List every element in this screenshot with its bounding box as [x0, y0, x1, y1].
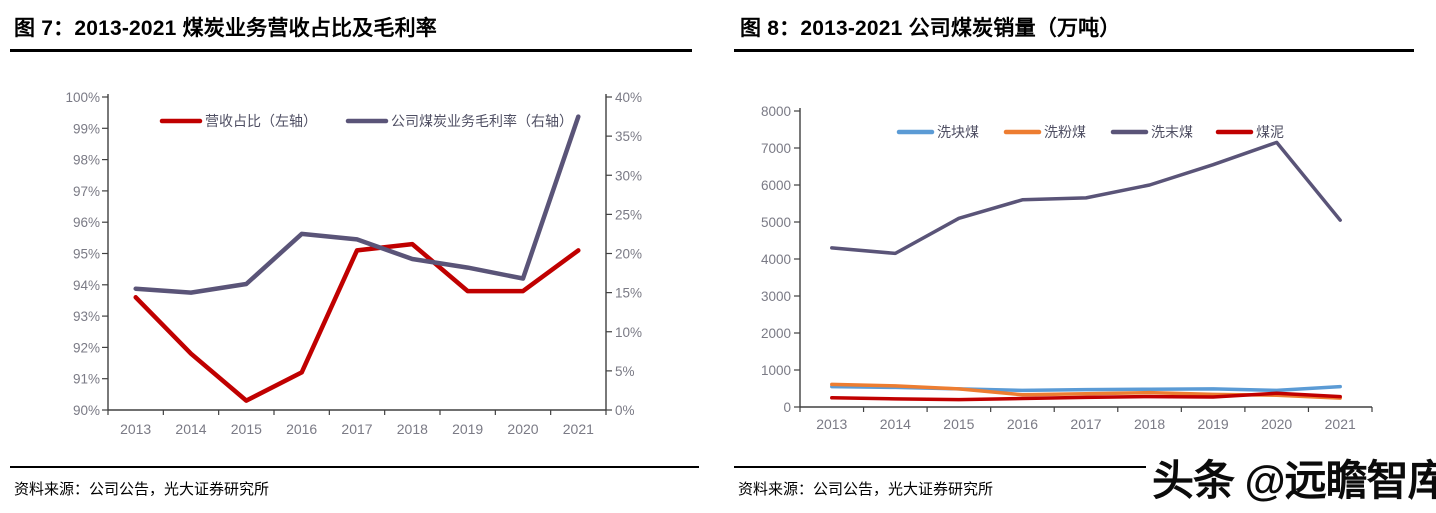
x-tick-label: 2019	[1198, 416, 1229, 432]
x-tick-label: 2020	[507, 421, 538, 437]
x-tick-label: 2018	[1134, 416, 1165, 432]
y2-tick-label: 20%	[615, 247, 642, 262]
figure7-source-rule	[10, 466, 699, 468]
series-line-coal-slime	[830, 391, 1342, 402]
x-tick-label: 2021	[1325, 416, 1356, 432]
y2-tick-label: 0%	[615, 403, 635, 418]
figure8-source: 资料来源：公司公告，光大证券研究所	[738, 481, 994, 498]
y-tick-label: 1000	[761, 363, 791, 378]
series-line-washed-slack-coal	[830, 140, 1342, 256]
y2-tick-label: 25%	[615, 207, 642, 222]
y-tick-label: 92%	[73, 340, 100, 355]
y-tick-label: 93%	[73, 309, 100, 324]
y-tick-label: 94%	[73, 278, 100, 293]
x-tick-label: 2018	[397, 421, 428, 437]
y-tick-label: 100%	[65, 90, 100, 105]
y-tick-label: 8000	[761, 104, 791, 119]
x-tick-label: 2017	[1070, 416, 1101, 432]
x-tick-label: 2014	[880, 416, 911, 432]
legend-label-coal-gross-margin: 公司煤炭业务毛利率（右轴）	[391, 113, 573, 129]
y2-tick-label: 5%	[615, 364, 635, 379]
y2-tick-label: 35%	[615, 129, 642, 144]
y-tick-label: 2000	[761, 326, 791, 341]
figure8-title-underline	[734, 49, 1414, 52]
x-tick-label: 2014	[175, 421, 206, 437]
y-tick-label: 95%	[73, 247, 100, 262]
y-tick-label: 99%	[73, 121, 100, 136]
y-tick-label: 3000	[761, 289, 791, 304]
legend-label-revenue-share: 营收占比（左轴）	[205, 113, 317, 129]
series-line-coal-gross-margin	[133, 114, 581, 295]
x-tick-label: 2015	[943, 416, 974, 432]
y2-tick-label: 15%	[615, 286, 642, 301]
y-tick-label: 4000	[761, 252, 791, 267]
figure7-title-underline	[10, 49, 692, 52]
y-tick-label: 96%	[73, 215, 100, 230]
x-tick-label: 2019	[452, 421, 483, 437]
x-tick-label: 2021	[563, 421, 594, 437]
figure7-source: 资料来源：公司公告，光大证券研究所	[14, 481, 270, 498]
y-tick-label: 98%	[73, 153, 100, 168]
x-tick-label: 2015	[231, 421, 262, 437]
toutiao-watermark: 头条 @远瞻智库	[1152, 457, 1436, 504]
x-tick-label: 2020	[1261, 416, 1292, 432]
legend-label-washed-fine-coal: 洗粉煤	[1044, 124, 1086, 140]
legend-label-washed-slack-coal: 洗末煤	[1151, 124, 1193, 140]
x-tick-label: 2016	[286, 421, 317, 437]
figure7-title: 图 7：2013-2021 煤炭业务营收占比及毛利率	[14, 17, 437, 40]
legend-label-washed-lump-coal: 洗块煤	[937, 124, 979, 140]
y-tick-label: 97%	[73, 184, 100, 199]
y-tick-label: 91%	[73, 372, 100, 387]
y-tick-label: 5000	[761, 215, 791, 230]
fig8-chart: 8000 7000 6000 5000 4000 3000 2000 1000 0 2013 201…	[761, 104, 1373, 432]
fig7-chart: 100% 99% 98% 97% 96% 95% 94% 93% 92% 91% 90% 40% 35%…	[65, 90, 642, 437]
y-tick-label: 0	[783, 400, 791, 415]
y-tick-label: 6000	[761, 178, 791, 193]
y2-tick-label: 40%	[615, 90, 642, 105]
x-tick-label: 2017	[341, 421, 372, 437]
figure8-source-rule	[734, 466, 1146, 468]
y-tick-label: 90%	[73, 403, 100, 418]
y2-tick-label: 10%	[615, 325, 642, 340]
x-tick-label: 2016	[1007, 416, 1038, 432]
legend-label-coal-slime: 煤泥	[1256, 124, 1284, 140]
x-tick-label: 2013	[120, 421, 151, 437]
x-tick-label: 2013	[816, 416, 847, 432]
series-line-revenue-share	[133, 241, 581, 403]
y-tick-label: 7000	[761, 141, 791, 156]
figure8-title: 图 8：2013-2021 公司煤炭销量（万吨）	[740, 17, 1121, 40]
y2-tick-label: 30%	[615, 168, 642, 183]
